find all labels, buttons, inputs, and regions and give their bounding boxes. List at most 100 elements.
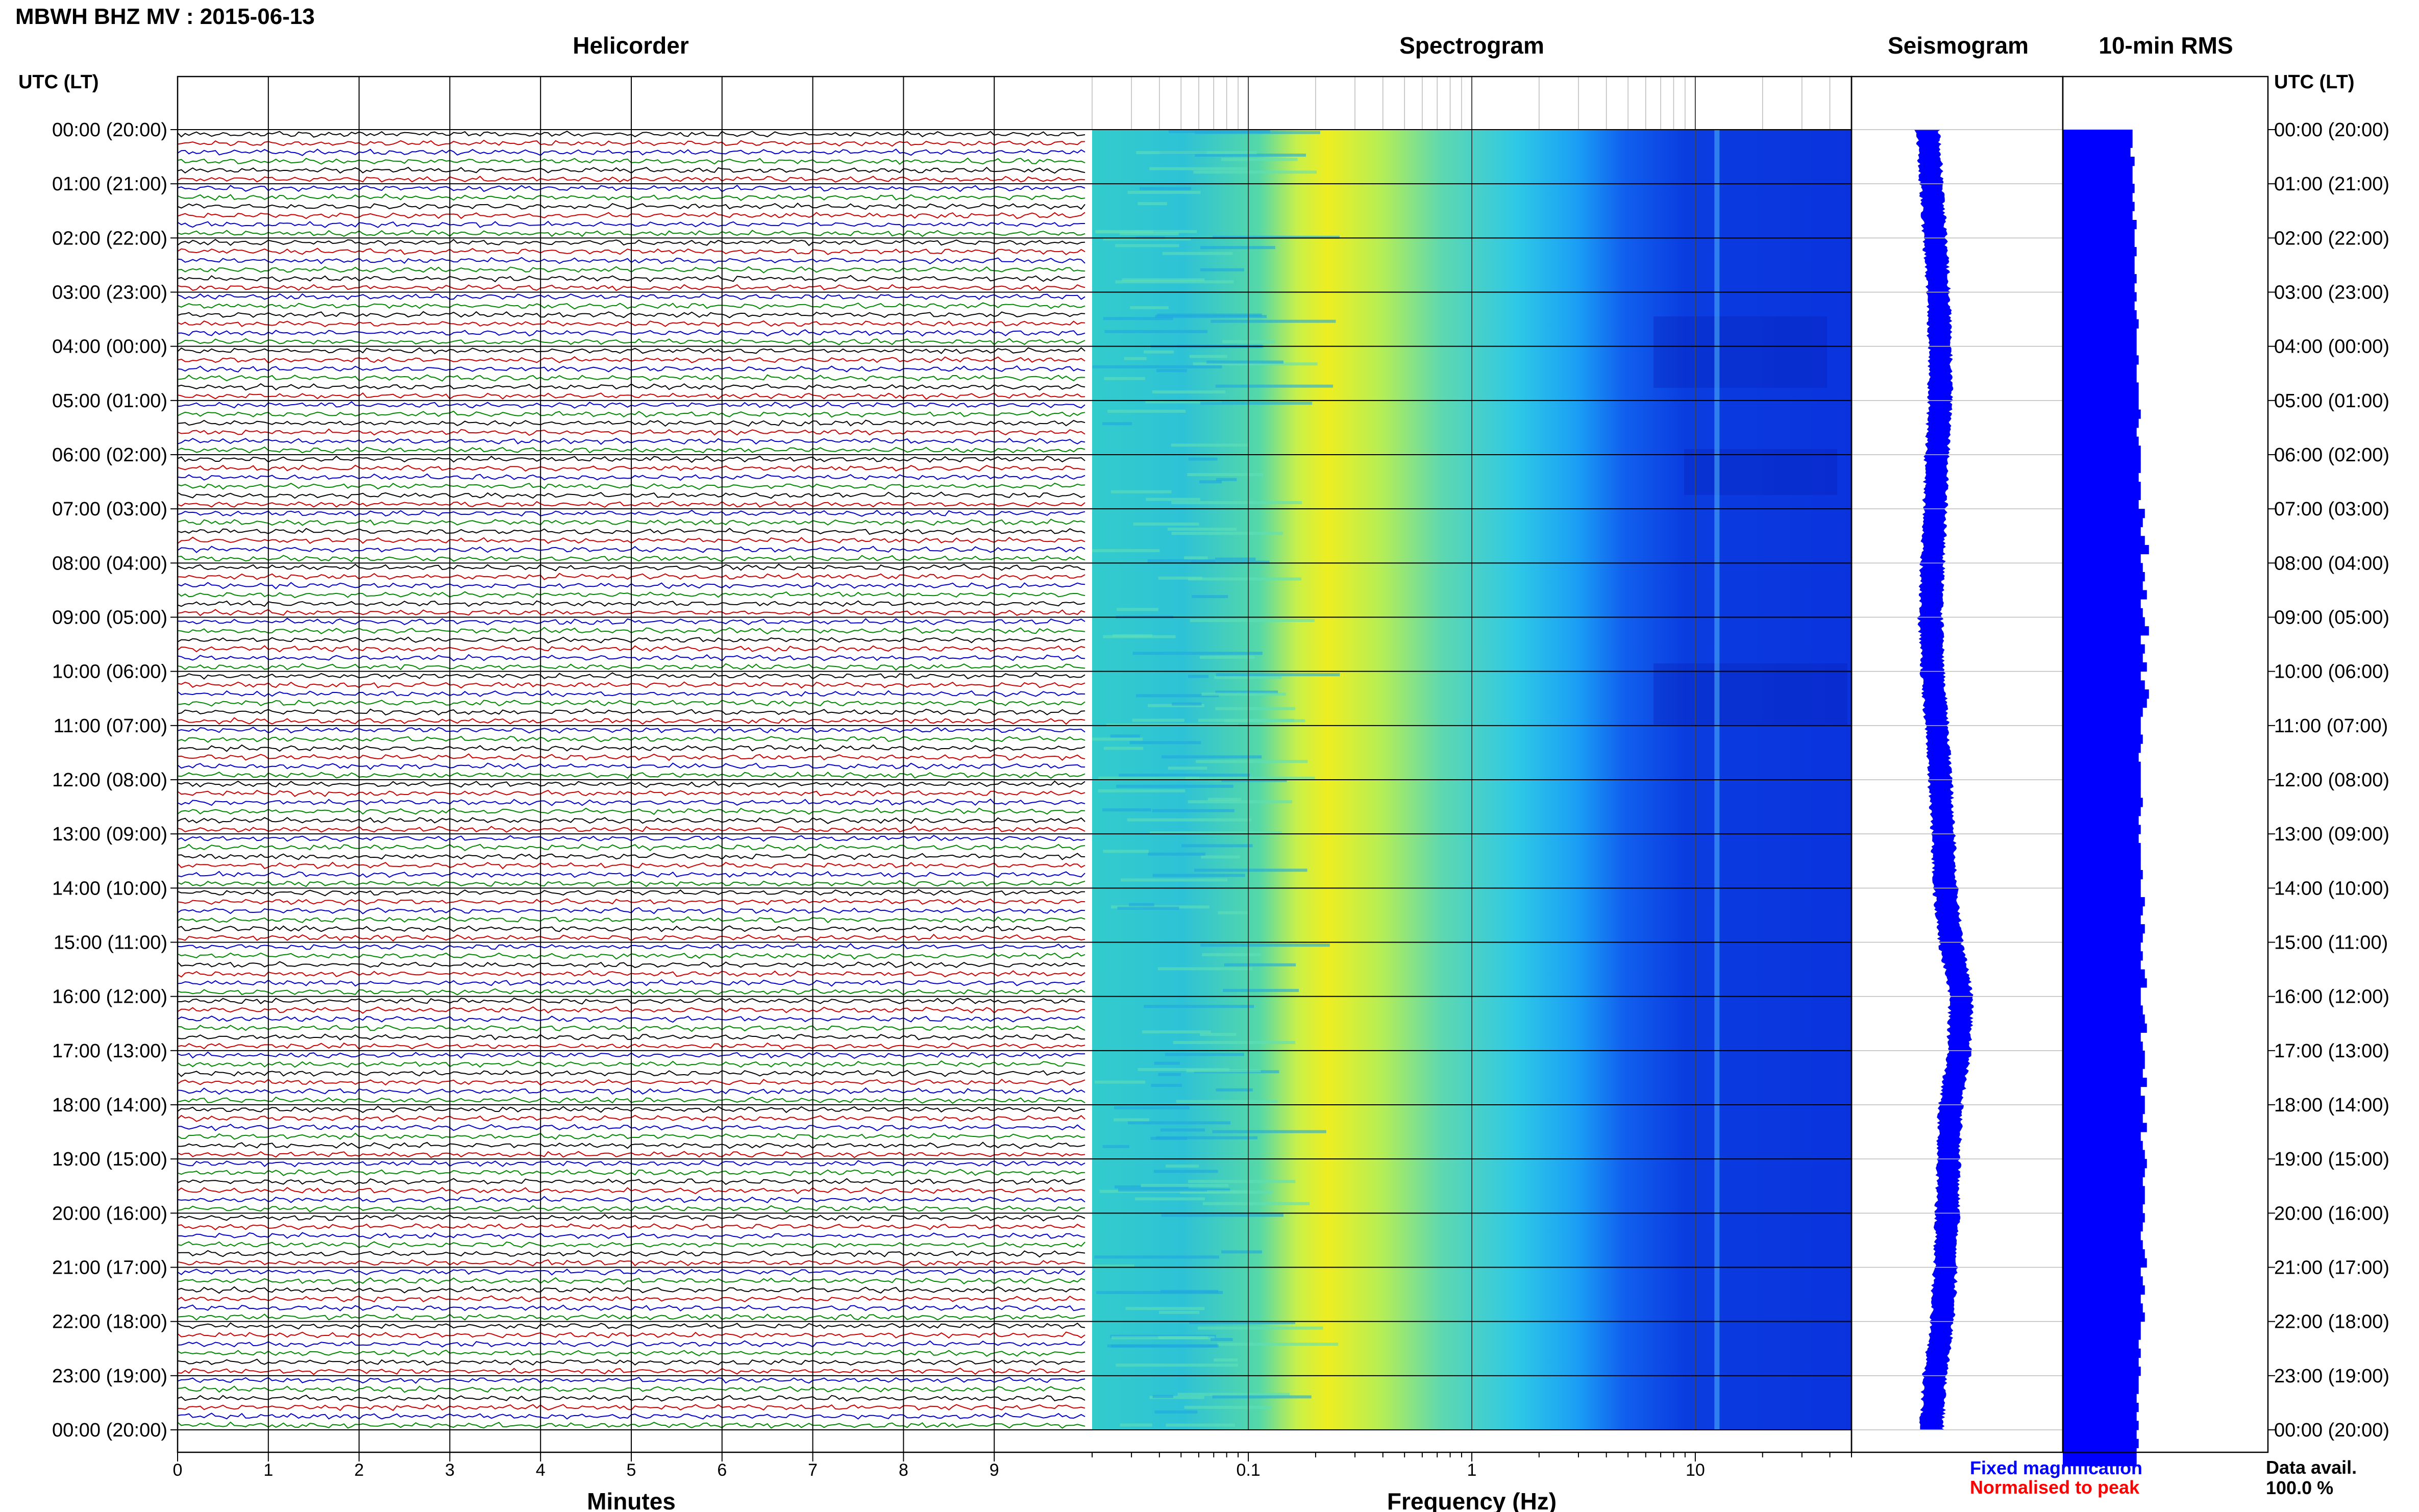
rms-bar	[2063, 590, 2147, 600]
spectrogram-streak	[1158, 1336, 1208, 1340]
spectrogram-streak	[1176, 1100, 1278, 1103]
spectrogram-streak	[1201, 855, 1240, 859]
rms-bar	[2063, 1023, 2147, 1033]
helicorder-x-tick-label: 5	[627, 1460, 636, 1480]
spectrogram-streak	[1142, 1030, 1211, 1034]
spectrogram-streak	[1193, 362, 1318, 366]
rms-bar	[2063, 346, 2137, 356]
spectrogram-streak	[1148, 704, 1205, 707]
rms-bar	[2063, 1059, 2145, 1069]
rms-bar	[2063, 689, 2149, 699]
rms-bar	[2063, 355, 2139, 365]
time-label-right: 14:00 (10:00)	[2274, 878, 2389, 899]
rms-bar	[2063, 175, 2133, 184]
spectrogram-streak	[1215, 557, 1256, 561]
spectrogram-panel	[1092, 77, 1852, 1430]
spectrogram-streak	[1200, 1033, 1237, 1036]
rms-bar	[2063, 798, 2143, 807]
spectrogram-streak	[1207, 1190, 1250, 1194]
rms-bar	[2063, 274, 2137, 284]
spectrogram-streak	[1185, 777, 1315, 780]
spectrogram-streak	[1153, 1170, 1218, 1173]
rms-bar	[2063, 1113, 2143, 1123]
rms-bar	[2063, 1457, 2137, 1467]
rms-bar	[2063, 418, 2139, 428]
time-label-left: 19:00 (15:00)	[52, 1149, 167, 1170]
spectrogram-streak	[1132, 718, 1184, 722]
rms-bar	[2063, 1267, 2141, 1277]
spectrogram-quiet-patch	[1653, 316, 1827, 388]
spectrogram-streak	[1188, 800, 1292, 804]
rms-bar	[2063, 436, 2139, 446]
spectrogram-streak	[1199, 480, 1222, 484]
rms-bar	[2063, 662, 2147, 672]
spectrogram-streak	[1114, 1106, 1190, 1109]
spectrogram-streak	[1116, 1364, 1239, 1367]
spectrogram-streak	[1224, 963, 1296, 966]
time-label-right: 10:00 (06:00)	[2274, 661, 2389, 683]
helicorder-x-tick-label: 6	[717, 1460, 727, 1480]
spectrogram-streak	[1127, 818, 1252, 822]
spectrogram-streak	[1195, 154, 1306, 157]
helicorder-title: Helicorder	[573, 32, 689, 59]
rms-bar	[2063, 319, 2139, 329]
rms-bar	[2063, 301, 2135, 311]
spectrogram-streak	[1111, 1344, 1219, 1348]
spectrogram-streak	[1172, 702, 1202, 706]
axes: 0.1 1 10 Frequency (Hz) 0 1 2 3 4 5 6 7 8 9 Minutes 00:…	[52, 76, 2389, 1512]
rms-bar	[2063, 1367, 2141, 1376]
rms-bar	[2063, 184, 2135, 193]
helicorder-x-tick-label: 9	[990, 1460, 999, 1480]
rms-bar	[2063, 1285, 2145, 1295]
time-label-left: 01:00 (21:00)	[52, 173, 167, 195]
rms-bar	[2063, 879, 2141, 888]
rms-bar	[2063, 644, 2145, 654]
spectrogram-streak	[1152, 809, 1235, 812]
rms-bar	[2063, 283, 2135, 292]
spectrogram-streak	[1161, 1290, 1219, 1293]
spectrogram-streak	[1207, 798, 1242, 801]
rms-bar	[2063, 1258, 2147, 1268]
spectrogram-streak	[1216, 673, 1340, 677]
spectrogram-streak	[1149, 167, 1248, 170]
spectrogram-streak	[1206, 360, 1283, 364]
helicorder-x-label: Minutes	[587, 1488, 676, 1512]
time-label-left: 22:00 (18:00)	[52, 1311, 167, 1333]
spectrogram-streak	[1215, 690, 1278, 694]
spectrogram-streak	[1188, 1180, 1296, 1183]
rms-bar	[2063, 1348, 2141, 1358]
spectrogram-streak	[1146, 498, 1200, 501]
rms-bar	[2063, 734, 2143, 744]
spectrogram-streak	[1129, 741, 1201, 745]
spectrogram-streak	[1115, 244, 1179, 247]
rms-bar	[2063, 780, 2141, 789]
rms-bar	[2063, 1340, 2139, 1349]
helicorder-x-tick-label: 7	[808, 1460, 818, 1480]
time-label-left: 23:00 (19:00)	[52, 1366, 167, 1387]
spectrogram-streak	[1152, 874, 1245, 877]
time-label-left: 14:00 (10:00)	[52, 878, 167, 899]
rms-bar	[2063, 229, 2135, 238]
spectrogram-streak	[1110, 490, 1172, 493]
rms-bar	[2063, 1411, 2137, 1421]
spectrogram-streak	[1119, 774, 1250, 777]
fixed-magnification-legend: Fixed magnification	[1970, 1457, 2143, 1478]
rms-bar	[2063, 391, 2139, 401]
rms-bar	[2063, 536, 2145, 546]
spectrogram-streak	[1159, 1310, 1200, 1314]
rms-bar	[2063, 1439, 2139, 1448]
rms-bar	[2063, 192, 2133, 203]
time-label-left: 18:00 (14:00)	[52, 1095, 167, 1116]
time-label-right: 05:00 (01:00)	[2274, 390, 2389, 412]
spectrogram-streak	[1136, 694, 1219, 698]
spectrogram-streak	[1116, 784, 1233, 788]
time-label-left: 21:00 (17:00)	[52, 1257, 167, 1279]
spectrogram-streak	[1189, 1321, 1295, 1324]
rms-bar	[2063, 473, 2139, 482]
rms-bar	[2063, 463, 2141, 473]
time-label-right: 17:00 (13:00)	[2274, 1040, 2389, 1062]
rms-bar	[2063, 1150, 2145, 1159]
normalised-to-peak-legend: Normalised to peak	[1970, 1477, 2140, 1498]
rms-bar	[2063, 599, 2141, 609]
spectrogram-streak	[1190, 618, 1315, 622]
